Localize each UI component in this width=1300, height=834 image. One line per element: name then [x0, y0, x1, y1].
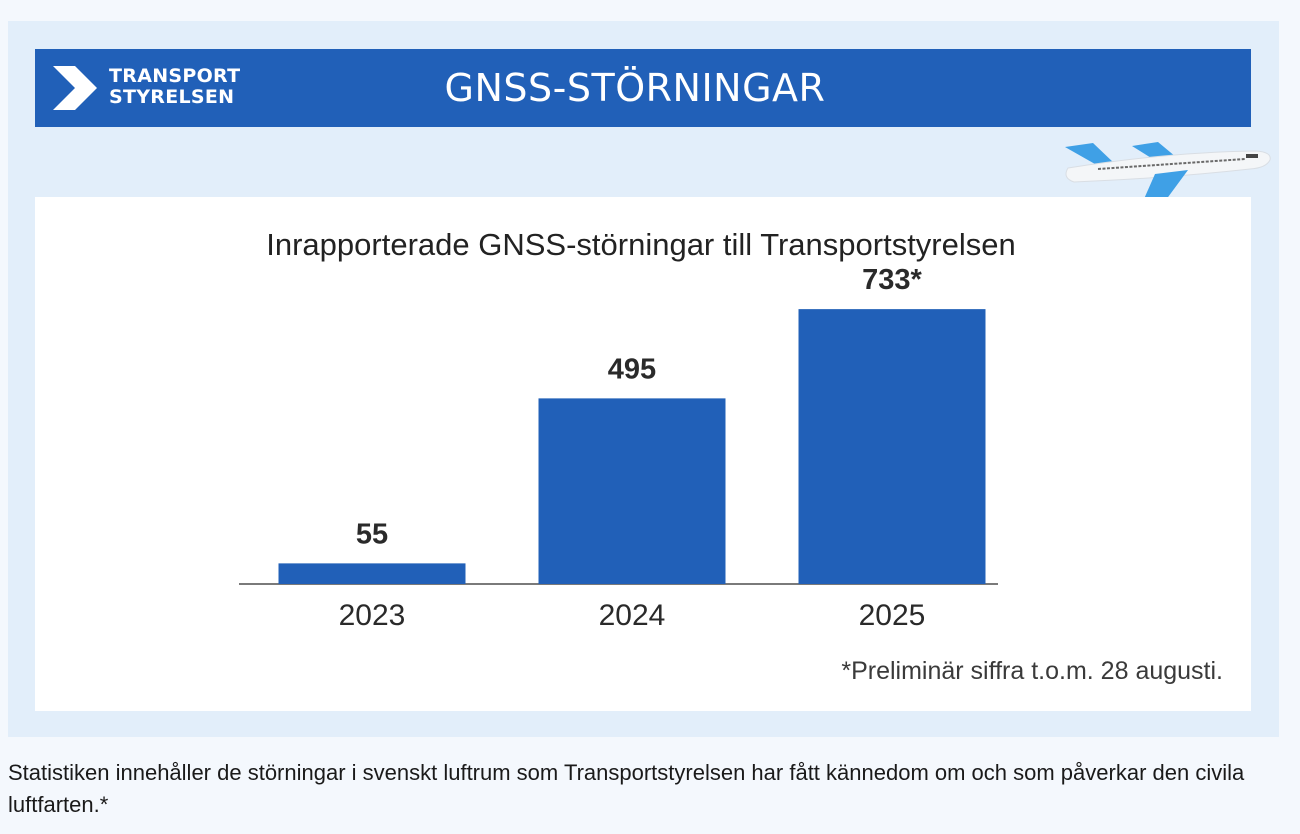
chart-title: Inrapporterade GNSS-störningar till Tran…: [266, 227, 1016, 262]
x-tick-label-2024: 2024: [599, 599, 666, 632]
value-label-2023: 55: [356, 518, 388, 550]
value-label-2025: 733*: [862, 264, 922, 296]
airplane-icon: [1065, 142, 1271, 208]
bar-chart: Inrapporterade GNSS-störningar till Tran…: [239, 227, 1016, 632]
logo-text: TRANSPORT STYRELSEN: [109, 66, 240, 108]
bar-2024: [538, 398, 726, 584]
x-tick-label-2025: 2025: [859, 599, 926, 632]
logo-line-2: STYRELSEN: [109, 86, 235, 108]
bar-2025: [798, 309, 986, 584]
header-banner: [35, 49, 1251, 127]
banner-title: GNSS-STÖRNINGAR: [444, 66, 826, 110]
value-label-2024: 495: [608, 353, 656, 385]
x-tick-label-2023: 2023: [339, 599, 406, 632]
chart-card: Inrapporterade GNSS-störningar till Tran…: [35, 197, 1251, 711]
logo-line-1: TRANSPORT: [109, 65, 241, 87]
logo-mark-icon: [53, 66, 97, 110]
transportstyrelsen-logo: TRANSPORT STYRELSEN: [51, 64, 261, 112]
chart-footnote: *Preliminär siffra t.o.m. 28 augusti.: [841, 657, 1223, 685]
caption-text: Statistiken innehåller de störningar i s…: [8, 760, 1245, 817]
bar-2023: [278, 563, 466, 584]
